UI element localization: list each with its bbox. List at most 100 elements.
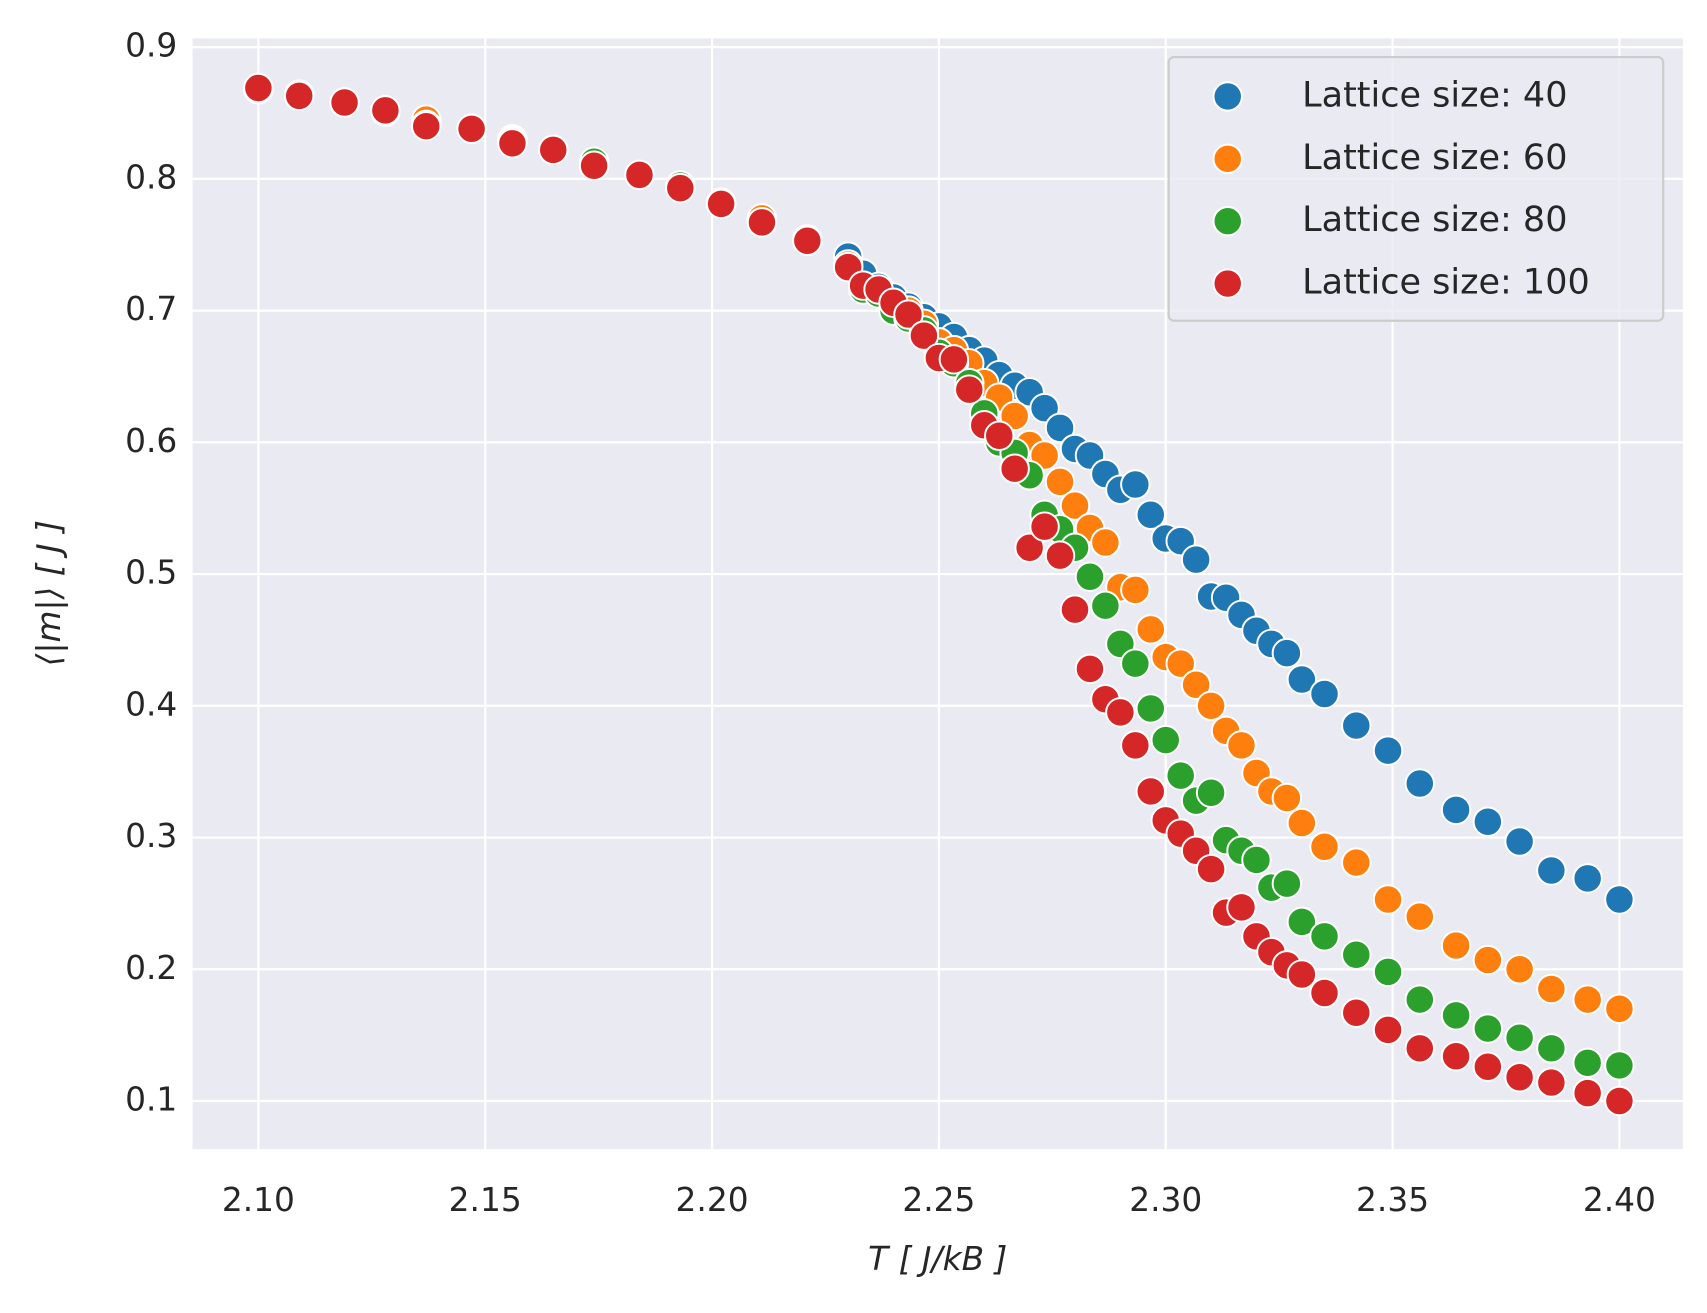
y-tick-label: 0.9 xyxy=(125,27,177,65)
scatter-point xyxy=(1341,847,1372,878)
scatter-point xyxy=(1090,527,1121,558)
scatter-point xyxy=(624,159,655,191)
scatter-point xyxy=(1309,831,1340,862)
y-tick-label: 0.5 xyxy=(125,554,177,592)
scatter-point xyxy=(1044,540,1076,571)
scatter-point xyxy=(1135,614,1166,645)
scatter-point xyxy=(1286,959,1318,990)
y-tick-label: 0.6 xyxy=(125,422,177,460)
scatter-point xyxy=(538,134,569,166)
x-tick-label: 2.20 xyxy=(676,1181,749,1219)
scatter-point xyxy=(954,374,985,405)
scatter-point xyxy=(1572,1047,1603,1079)
scatter-point xyxy=(1372,735,1404,766)
scatter-point xyxy=(1404,984,1436,1015)
scatter-point xyxy=(1120,648,1151,679)
scatter-point xyxy=(908,320,940,351)
scatter-point xyxy=(1472,806,1504,837)
scatter-point xyxy=(1536,973,1567,1005)
scatter-point xyxy=(893,299,924,330)
scatter-point xyxy=(578,150,610,181)
scatter-point xyxy=(665,172,696,204)
scatter-point xyxy=(1165,648,1196,679)
scatter-point xyxy=(1120,469,1151,500)
scatter-point xyxy=(1090,590,1121,621)
scatter-point xyxy=(411,110,442,142)
scatter-point xyxy=(1195,853,1227,885)
scatter-point xyxy=(1074,653,1106,685)
legend-marker xyxy=(1212,81,1243,112)
scatter-point xyxy=(1536,855,1567,886)
scatter-point xyxy=(370,95,401,126)
scatter-point xyxy=(1504,826,1535,857)
legend-label: Lattice size: 80 xyxy=(1302,200,1567,240)
scatter-point xyxy=(1504,954,1535,985)
x-tick-label: 2.15 xyxy=(449,1181,522,1219)
scatter-point xyxy=(329,87,360,118)
scatter-point xyxy=(1271,637,1303,669)
scatter-point xyxy=(1135,776,1166,807)
scatter-point xyxy=(1309,921,1340,952)
scatter-point xyxy=(705,188,737,220)
scatter-point xyxy=(1504,1022,1535,1053)
scatter-point xyxy=(1372,956,1404,988)
scatter-point xyxy=(1195,690,1227,722)
legend-label: Lattice size: 60 xyxy=(1302,138,1567,178)
scatter-point xyxy=(1241,844,1272,876)
scatter-point xyxy=(1286,664,1318,695)
scatter-point xyxy=(1404,768,1436,799)
scatter-point xyxy=(1372,1014,1404,1046)
scatter-point xyxy=(1120,730,1151,761)
scatter-point xyxy=(497,128,528,159)
scatter-point xyxy=(1286,807,1318,839)
scatter-point xyxy=(1271,782,1303,814)
y-axis-label: ⟨|m|⟩ [ J ] xyxy=(30,520,68,666)
scatter-point xyxy=(1604,1085,1635,1117)
y-tick-label: 0.3 xyxy=(125,817,177,855)
scatter-point xyxy=(1059,594,1091,625)
scatter-point xyxy=(1536,1067,1567,1098)
scatter-point xyxy=(1105,697,1136,728)
scatter-point xyxy=(1440,1000,1472,1031)
legend-box xyxy=(1167,55,1665,322)
x-tick-label: 2.25 xyxy=(902,1181,975,1219)
y-tick-label: 0.1 xyxy=(125,1081,177,1119)
scatter-point xyxy=(1372,884,1404,915)
scatter-point xyxy=(1180,669,1212,700)
scatter-point xyxy=(1135,499,1166,531)
y-tick-label: 0.8 xyxy=(125,158,177,196)
x-tick-label: 2.35 xyxy=(1356,1181,1429,1219)
legend-label: Lattice size: 40 xyxy=(1302,75,1567,115)
y-tick-label: 0.2 xyxy=(125,949,177,987)
scatter-point xyxy=(1604,884,1635,915)
legend-marker xyxy=(1212,205,1243,237)
scatter-point xyxy=(283,80,315,112)
scatter-point xyxy=(1044,466,1076,498)
x-tick-label: 2.30 xyxy=(1129,1181,1202,1219)
scatter-point xyxy=(1440,1041,1472,1072)
y-tick-label: 0.7 xyxy=(125,290,177,328)
scatter-point xyxy=(1271,868,1303,899)
scatter-point xyxy=(1341,710,1372,741)
scatter-point xyxy=(1472,1051,1504,1082)
x-tick-label: 2.40 xyxy=(1583,1181,1656,1219)
scatter-point xyxy=(1165,760,1196,791)
scatter-point xyxy=(792,225,823,257)
scatter-point xyxy=(1059,490,1091,521)
scatter-point xyxy=(1309,678,1340,710)
scatter-point xyxy=(1472,944,1504,976)
scatter-point xyxy=(1226,892,1257,923)
legend-marker xyxy=(1212,268,1243,299)
scatter-point xyxy=(1604,993,1635,1025)
scatter-point xyxy=(1286,906,1318,938)
scatter-point xyxy=(999,453,1030,484)
scatter-point xyxy=(746,207,778,238)
scatter-point xyxy=(1029,511,1060,542)
scatter-point xyxy=(1341,939,1372,970)
scatter-point xyxy=(1341,997,1372,1028)
scatter-point xyxy=(1440,794,1472,826)
scatter-point xyxy=(1404,901,1436,932)
scatter-point xyxy=(1404,1033,1436,1064)
scatter-point xyxy=(1150,724,1181,756)
